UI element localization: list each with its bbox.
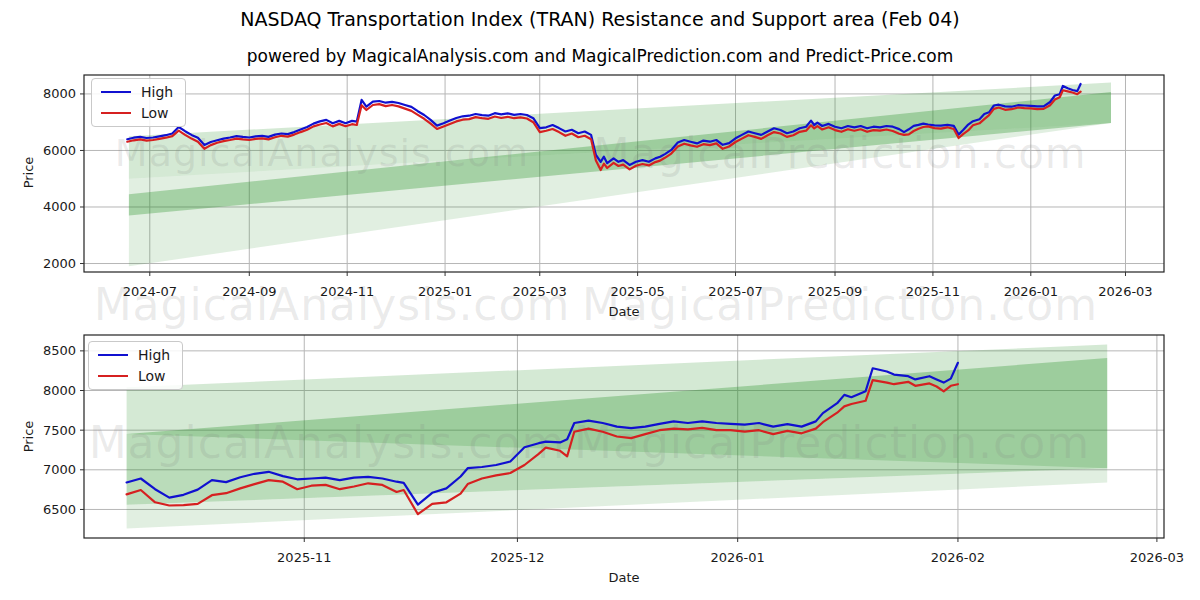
high-line-swatch: [98, 354, 128, 356]
y-tick-label: 8500: [43, 343, 76, 358]
legend-low-label: Low: [138, 369, 166, 383]
x-tick-label: 2025-01: [418, 284, 472, 299]
y-tick-label: 8000: [43, 86, 76, 101]
y-axis-label-top: Price: [21, 143, 36, 203]
low-line-swatch: [98, 375, 128, 377]
y-tick-label: 4000: [43, 199, 76, 214]
low-line-swatch: [101, 112, 131, 114]
legend-entry-low: Low: [101, 106, 173, 120]
x-tick-label: 2026-02: [931, 550, 985, 565]
x-tick-label: 2024-09: [222, 284, 276, 299]
y-tick-label: 6000: [43, 143, 76, 158]
y-tick-label: 7000: [43, 462, 76, 477]
watermark-text: MagicalAnalysis.com: [89, 417, 566, 468]
x-tick-label: 2026-01: [711, 550, 765, 565]
x-tick-label: 2024-11: [320, 284, 374, 299]
watermark-text: MagicalAnalysis.com: [115, 131, 529, 175]
x-tick-label: 2025-11: [277, 550, 331, 565]
y-tick-label: 8000: [43, 383, 76, 398]
high-line-swatch: [101, 91, 131, 93]
x-axis-label-top: Date: [594, 304, 654, 319]
x-axis-label-bottom: Date: [594, 570, 654, 585]
figure: NASDAQ Transportation Index (TRAN) Resis…: [0, 0, 1200, 600]
y-axis-label-bottom: Price: [21, 407, 36, 467]
legend-top: High Low: [91, 78, 186, 127]
x-tick-label: 2025-07: [708, 284, 762, 299]
x-tick-label: 2025-03: [513, 284, 567, 299]
x-tick-label: 2025-05: [610, 284, 664, 299]
legend-high-label: High: [138, 348, 170, 362]
y-tick-label: 2000: [43, 256, 76, 271]
x-tick-label: 2024-07: [123, 284, 177, 299]
x-tick-label: 2026-03: [1098, 284, 1152, 299]
legend-entry-high: High: [98, 348, 170, 362]
x-tick-label: 2026-01: [1004, 284, 1058, 299]
y-tick-label: 7500: [43, 423, 76, 438]
legend-entry-low: Low: [98, 369, 170, 383]
legend-low-label: Low: [141, 106, 169, 120]
x-tick-label: 2025-11: [906, 284, 960, 299]
x-tick-label: 2025-12: [490, 550, 544, 565]
y-tick-label: 6500: [43, 502, 76, 517]
x-tick-label: 2025-09: [808, 284, 862, 299]
legend-high-label: High: [141, 85, 173, 99]
x-tick-label: 2026-03: [1130, 550, 1184, 565]
legend-entry-high: High: [101, 85, 173, 99]
legend-bottom: High Low: [88, 341, 183, 390]
